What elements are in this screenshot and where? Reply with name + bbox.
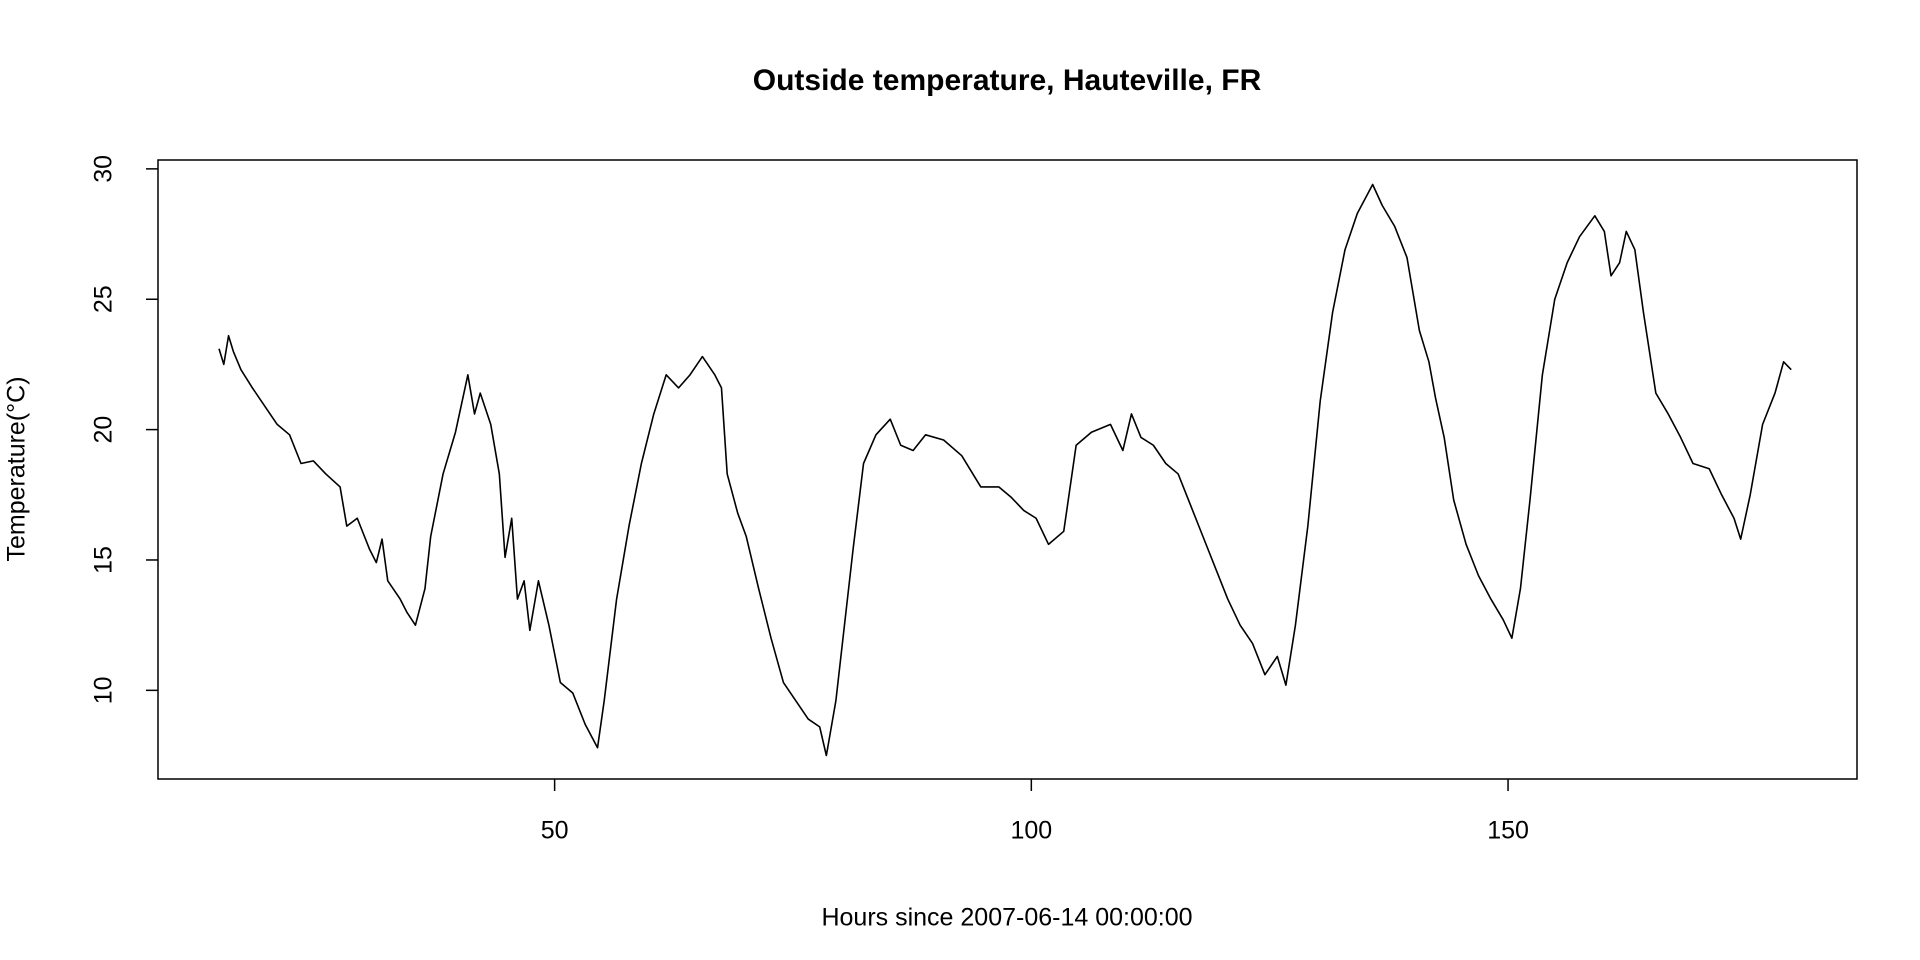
x-tick-label: 100 <box>1010 817 1052 845</box>
y-tick-label: 30 <box>90 155 118 183</box>
y-tick-label: 20 <box>90 416 118 444</box>
x-axis-label: Hours since 2007-06-14 00:00:00 <box>821 904 1192 932</box>
plot-frame <box>157 159 1858 780</box>
chart-title: Outside temperature, Hauteville, FR <box>753 64 1262 97</box>
x-tick-label: 50 <box>541 817 569 845</box>
x-tick-label: 150 <box>1487 817 1529 845</box>
y-tick-label: 25 <box>90 285 118 313</box>
y-axis-label: Temperature(°C) <box>3 376 31 561</box>
temperature-line <box>218 183 1792 757</box>
y-tick-label: 15 <box>90 546 118 574</box>
y-tick-label: 10 <box>90 676 118 704</box>
